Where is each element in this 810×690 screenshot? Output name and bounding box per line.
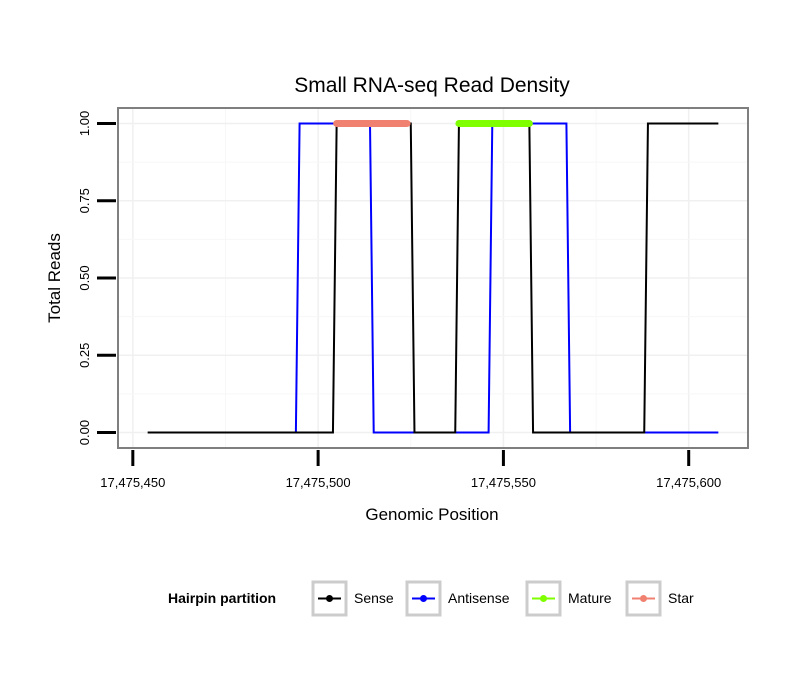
- x-tick-label: 17,475,500: [286, 475, 351, 490]
- x-axis: 17,475,450 17,475,500 17,475,550 17,475,600: [100, 450, 721, 490]
- legend-key-point: [640, 595, 647, 602]
- legend-label: Mature: [568, 590, 612, 606]
- series-lines: [147, 119, 719, 434]
- legend-label: Sense: [354, 590, 394, 606]
- y-axis-title: Total Reads: [45, 233, 64, 323]
- legend-item-antisense: Antisense: [405, 580, 510, 617]
- legend-key-point: [326, 595, 333, 602]
- x-tick-label: 17,475,450: [100, 475, 165, 490]
- legend-label: Star: [668, 590, 694, 606]
- y-tick-label: 0.25: [77, 343, 92, 368]
- chart-title: Small RNA-seq Read Density: [294, 74, 570, 97]
- x-axis-title: Genomic Position: [365, 505, 498, 524]
- x-tick-label: 17,475,600: [656, 475, 721, 490]
- plot-border: [117, 107, 749, 449]
- legend: Hairpin partition Sense Antisense Mature St…: [168, 580, 694, 617]
- series-line-sense: [147, 122, 719, 434]
- legend-title: Hairpin partition: [168, 590, 276, 606]
- legend-item-star: Star: [625, 580, 694, 617]
- y-tick-label: 0.75: [77, 188, 92, 213]
- legend-item-mature: Mature: [525, 580, 612, 617]
- legend-key-point: [420, 595, 427, 602]
- legend-item-sense: Sense: [311, 580, 394, 617]
- y-tick-label: 1.00: [77, 111, 92, 136]
- legend-key-point: [540, 595, 547, 602]
- series-line-antisense: [294, 122, 719, 434]
- y-tick-label: 0.00: [77, 420, 92, 445]
- y-axis: 0.00 0.25 0.50 0.75 1.00: [77, 111, 116, 445]
- legend-label: Antisense: [448, 590, 510, 606]
- x-tick-label: 17,475,550: [471, 475, 536, 490]
- y-tick-label: 0.50: [77, 265, 92, 290]
